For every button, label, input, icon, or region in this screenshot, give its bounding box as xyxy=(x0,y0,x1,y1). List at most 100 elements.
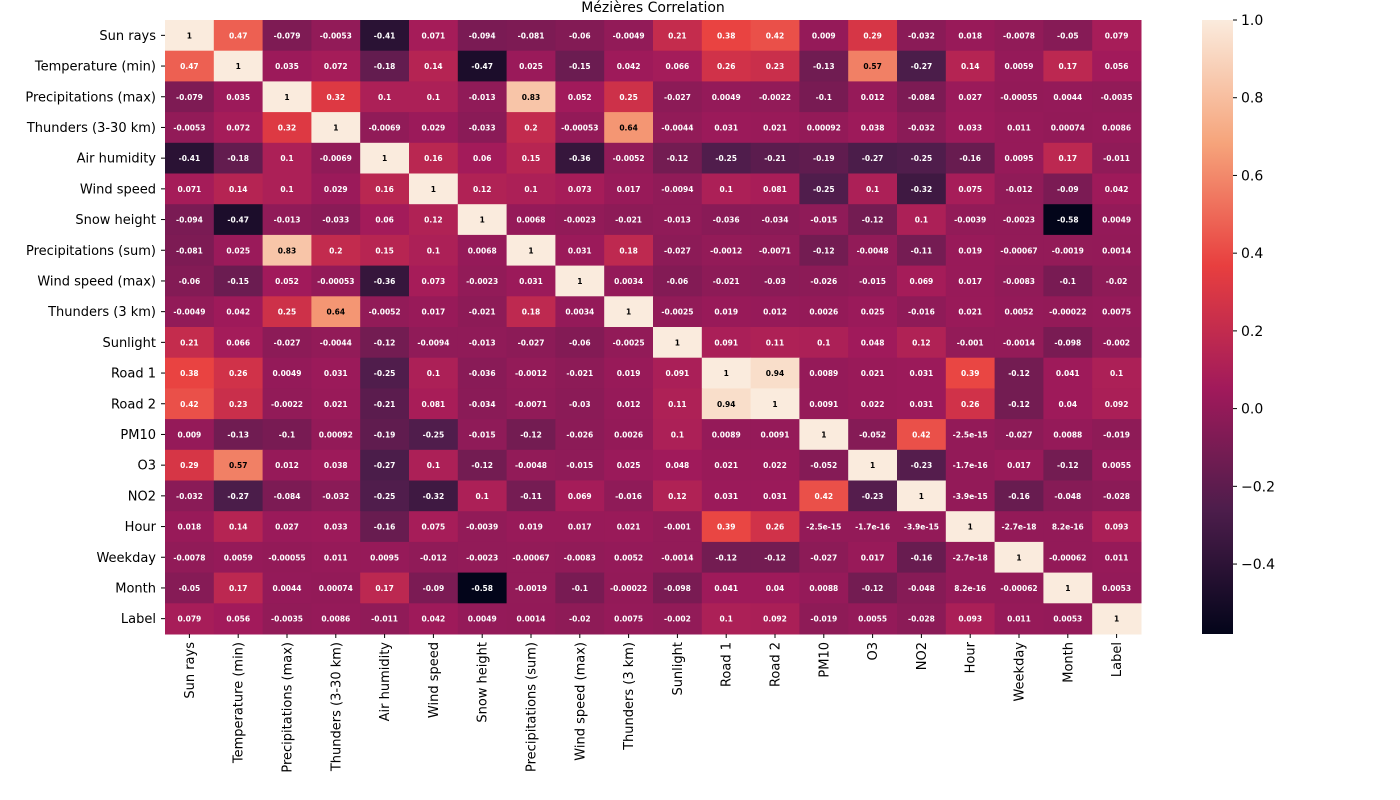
heatmap-cell xyxy=(555,20,605,52)
heatmap-cell xyxy=(506,357,556,389)
cell-value-label: -0.1 xyxy=(1060,277,1076,286)
heatmap-cell xyxy=(360,541,410,574)
heatmap-cell xyxy=(945,112,996,144)
cell-value-label: -0.015 xyxy=(810,216,837,225)
heatmap-cell xyxy=(409,20,459,52)
y-tick-label: Label xyxy=(121,612,156,627)
cell-value-label: -0.0044 xyxy=(320,338,352,347)
cell-value-label: 0.009 xyxy=(812,31,836,40)
heatmap-cell xyxy=(262,449,312,481)
cell-value-label: 0.029 xyxy=(324,185,348,194)
colorbar-gradient xyxy=(1202,20,1233,634)
heatmap-cell xyxy=(457,50,508,82)
cell-value-label: -0.05 xyxy=(1057,31,1079,40)
cell-value-label: 1 xyxy=(968,523,973,532)
cell-value-label: 0.47 xyxy=(229,31,248,40)
heatmap-cell xyxy=(897,204,947,236)
cell-value-label: -3.9e-15 xyxy=(953,492,988,501)
heatmap-cell xyxy=(262,572,312,604)
cell-value-label: -0.028 xyxy=(908,615,935,624)
heatmap-cell xyxy=(457,449,508,481)
heatmap-cell xyxy=(799,265,849,297)
heatmap-cell xyxy=(653,265,703,297)
cell-value-label: -0.00067 xyxy=(1000,246,1037,255)
cell-value-label: 0.12 xyxy=(424,216,443,225)
heatmap-cell xyxy=(848,357,898,389)
heatmap-cell xyxy=(506,265,556,297)
heatmap-cell xyxy=(506,449,556,481)
cell-value-label: 0.031 xyxy=(910,369,934,378)
cell-value-label: -0.0094 xyxy=(661,185,693,194)
cell-value-label: -0.0039 xyxy=(954,216,986,225)
cell-value-label: 0.0026 xyxy=(809,308,838,317)
y-axis: Sun rays Temperature (min) Precipitations … xyxy=(25,29,165,627)
x-tick-label: Air humidity xyxy=(378,642,393,722)
cell-value-label: -0.36 xyxy=(374,277,396,286)
x-tick-label: Hour xyxy=(964,641,979,673)
y-tick-label: Wind speed xyxy=(80,182,156,197)
heatmap-cell xyxy=(604,296,654,328)
cell-value-label: 0.26 xyxy=(766,523,785,532)
cell-value-label: 0.093 xyxy=(958,615,982,624)
cell-value-label: 0.15 xyxy=(375,246,394,255)
heatmap-cell xyxy=(897,50,947,82)
heatmap-cell xyxy=(750,388,800,420)
cell-value-label: -0.013 xyxy=(274,216,301,225)
heatmap-cell xyxy=(165,142,215,174)
cell-value-label: 0.041 xyxy=(1056,369,1080,378)
cell-value-label: -0.0022 xyxy=(271,400,303,409)
heatmap-cell xyxy=(897,541,947,574)
cell-value-label: -0.081 xyxy=(176,246,203,255)
heatmap-cell xyxy=(409,327,459,359)
heatmap-cell xyxy=(555,511,605,543)
heatmap-cell xyxy=(701,511,752,543)
cell-value-label: -0.13 xyxy=(813,62,835,71)
cell-value-label: -0.016 xyxy=(615,492,642,501)
heatmap-cell xyxy=(262,204,312,236)
cell-value-label: -0.19 xyxy=(813,154,835,163)
cell-value-label: 0.021 xyxy=(958,308,982,317)
cell-value-label: -0.0035 xyxy=(1101,93,1133,102)
cell-value-label: 0.093 xyxy=(1105,523,1129,532)
cell-value-label: -0.013 xyxy=(469,338,496,347)
cell-value-label: 0.29 xyxy=(863,31,882,40)
heatmap-cell xyxy=(409,419,459,451)
cell-value-label: 0.0014 xyxy=(1102,246,1131,255)
heatmap-cell xyxy=(1092,603,1142,635)
cell-value-label: 0.031 xyxy=(519,277,543,286)
heatmap-cell xyxy=(409,234,459,267)
heatmap-cell xyxy=(555,142,605,174)
cell-value-label: 0.031 xyxy=(714,123,738,132)
cell-value-label: 0.0049 xyxy=(468,615,497,624)
cell-value-label: 0.052 xyxy=(275,277,299,286)
cell-value-label: 0.025 xyxy=(519,62,543,71)
cell-value-label: 0.57 xyxy=(229,461,248,470)
x-tick-label: NO2 xyxy=(915,642,930,670)
heatmap-cell xyxy=(653,50,703,82)
heatmap-cell xyxy=(1092,388,1142,420)
cell-value-label: -0.081 xyxy=(518,31,545,40)
cell-value-label: 0.0053 xyxy=(1053,615,1082,624)
cell-value-label: 0.39 xyxy=(717,523,736,532)
heatmap-cell xyxy=(457,234,508,267)
heatmap-cell xyxy=(213,572,264,604)
cell-value-label: 0.075 xyxy=(422,523,446,532)
heatmap-cell xyxy=(1092,142,1142,174)
heatmap-cell xyxy=(799,296,849,328)
heatmap-cell xyxy=(701,112,752,144)
heatmap-cell xyxy=(653,357,703,389)
heatmap-cells: 1 0.47 -0.079 -0.0053 -0.41 0.071 -0.094 -0.081… xyxy=(165,20,1142,635)
heatmap-cell xyxy=(897,327,947,359)
heatmap-cell xyxy=(604,81,654,113)
cell-value-label: -0.15 xyxy=(227,277,249,286)
heatmap-cell xyxy=(360,234,410,267)
cell-value-label: 0.056 xyxy=(1105,62,1129,71)
cell-value-label: 0.011 xyxy=(1105,553,1129,562)
cell-value-label: -0.0094 xyxy=(417,338,449,347)
cell-value-label: 0.042 xyxy=(226,308,250,317)
heatmap-cell xyxy=(750,541,800,574)
heatmap-cell xyxy=(311,480,361,512)
cell-value-label: -0.0039 xyxy=(466,523,498,532)
cell-value-label: 0.1 xyxy=(671,430,684,439)
